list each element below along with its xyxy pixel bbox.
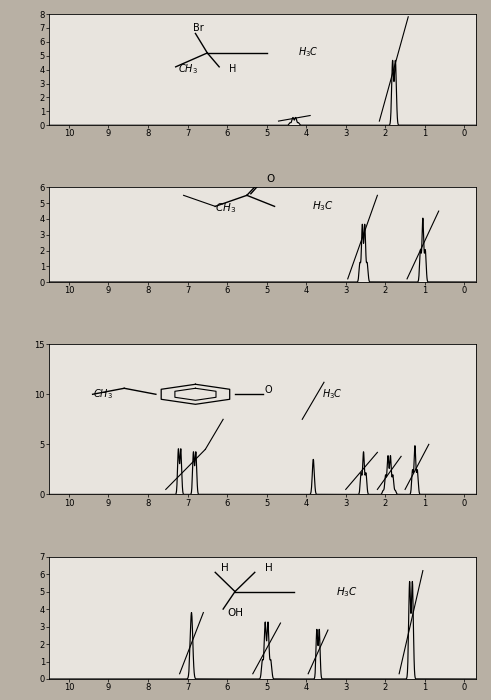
Text: Br: Br	[193, 23, 204, 33]
Text: $CH_3$: $CH_3$	[178, 62, 197, 76]
Text: OH: OH	[227, 608, 243, 618]
Text: $CH_3$: $CH_3$	[215, 201, 236, 215]
Text: O: O	[267, 174, 275, 184]
Text: $H_3C$: $H_3C$	[336, 585, 358, 599]
Text: $H_3C$: $H_3C$	[312, 199, 334, 213]
Text: H: H	[265, 563, 273, 573]
Text: $CH_3$: $CH_3$	[93, 387, 112, 401]
Text: O: O	[265, 385, 273, 396]
Text: H: H	[229, 64, 237, 74]
Text: H: H	[221, 563, 229, 573]
Text: $H_3C$: $H_3C$	[322, 387, 343, 401]
Text: $H_3C$: $H_3C$	[299, 45, 319, 59]
